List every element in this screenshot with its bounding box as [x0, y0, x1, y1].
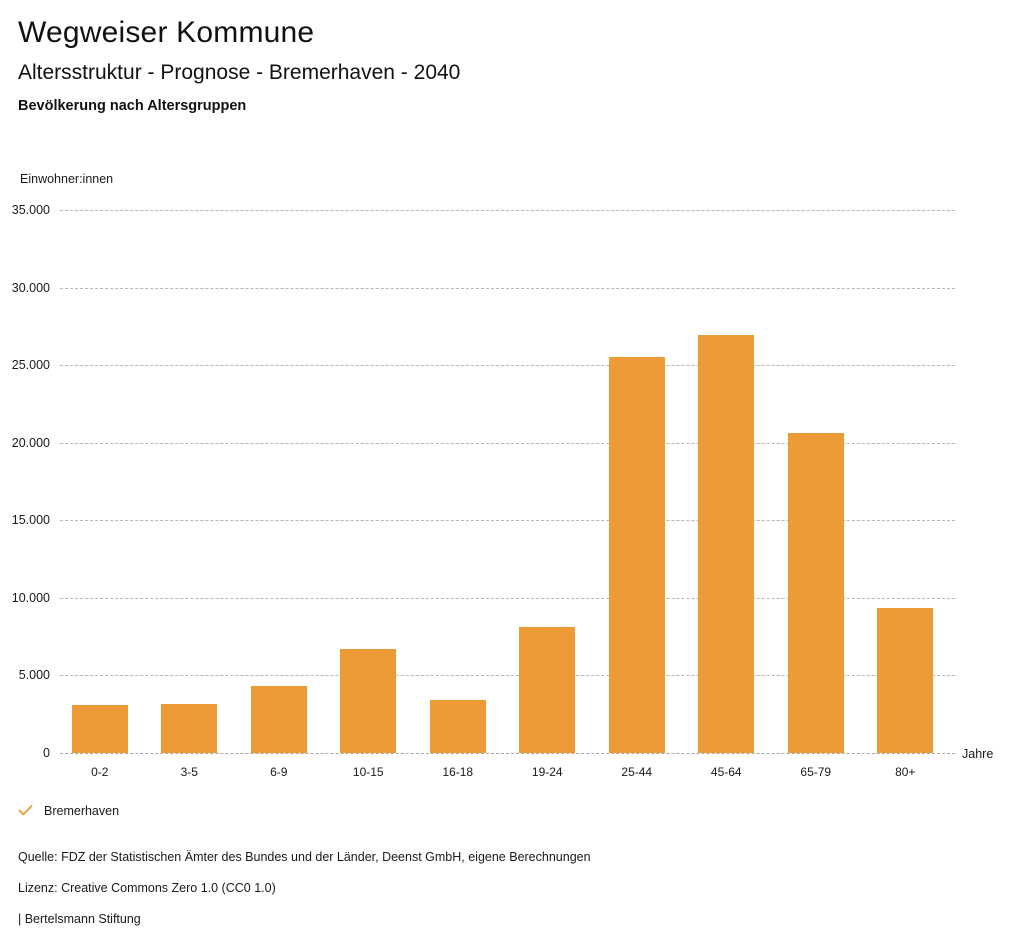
bar[interactable]: [340, 649, 397, 753]
y-axis-tick-label: 5.000: [18, 668, 50, 683]
x-axis-tick-label: 0-2: [91, 765, 109, 779]
x-axis-tick-label: 25-44: [621, 765, 653, 779]
y-axis-tick-label: 0: [43, 746, 50, 760]
x-axis-tick-label: 45-64: [710, 765, 742, 779]
license-note: Lizenz: Creative Commons Zero 1.0 (CC0 1…: [18, 881, 276, 895]
bar[interactable]: [698, 334, 755, 753]
bar[interactable]: [250, 686, 307, 753]
gridline: [60, 442, 955, 444]
x-axis-title: Jahre: [962, 747, 994, 761]
bar[interactable]: [787, 433, 844, 753]
publisher-note: | Bertelsmann Stiftung: [18, 912, 141, 926]
chart-header: Wegweiser Kommune Altersstruktur - Progn…: [18, 14, 998, 117]
y-axis-tick-label: 10.000: [11, 590, 50, 605]
gridline: [60, 597, 955, 599]
bar[interactable]: [519, 627, 576, 753]
x-axis-tick-label: 3-5: [180, 765, 198, 779]
y-axis-tick-label: 15.000: [11, 513, 50, 528]
chart-legend[interactable]: Bremerhaven: [18, 803, 119, 818]
chart-sub-subtitle: Bevölkerung nach Altersgruppen: [18, 98, 247, 114]
bar-series-bremerhaven: [60, 210, 955, 753]
x-axis-tick-label: 16-18: [442, 765, 474, 779]
y-axis-tick-label: 35.000: [11, 203, 50, 217]
bar[interactable]: [71, 704, 128, 753]
x-axis-tick-label: 6-9: [270, 765, 288, 779]
bar-chart: Einwohner:innen 0 5.000 10.000 15.000 20.000…: [0, 160, 1024, 790]
bar[interactable]: [608, 356, 665, 753]
y-axis-title: Einwohner:innen: [20, 172, 114, 186]
plot-area: 0 5.000 10.000 15.000 20.000 25.000 30.000 35.0…: [12, 203, 955, 779]
bar[interactable]: [877, 607, 934, 753]
gridline: [60, 753, 955, 754]
gridline: [60, 287, 955, 289]
y-axis-tick-label: 30.000: [11, 280, 50, 295]
gridline: [60, 210, 955, 211]
y-axis-tick-label: 25.000: [11, 358, 50, 373]
gridline: [60, 520, 955, 522]
source-note: Quelle: FDZ der Statistischen Ämter des …: [18, 850, 591, 864]
gridline: [60, 675, 955, 677]
bar[interactable]: [161, 703, 218, 753]
x-axis-tick-label: 19-24: [531, 765, 563, 779]
x-axis-tick-label: 10-15: [352, 765, 384, 779]
legend-item-bremerhaven: Bremerhaven: [44, 803, 120, 818]
chart-subtitle: Altersstruktur - Prognose - Bremerhaven …: [18, 61, 461, 84]
page-title: Wegweiser Kommune: [18, 16, 315, 49]
x-axis-tick-label: 80+: [895, 765, 916, 779]
x-axis-tick-label: 65-79: [800, 765, 832, 779]
check-icon: [18, 803, 33, 818]
y-axis-tick-label: 20.000: [11, 435, 50, 450]
bar[interactable]: [429, 700, 486, 753]
gridline: [60, 365, 955, 367]
chart-footer: Quelle: FDZ der Statistischen Ämter des …: [18, 842, 998, 935]
